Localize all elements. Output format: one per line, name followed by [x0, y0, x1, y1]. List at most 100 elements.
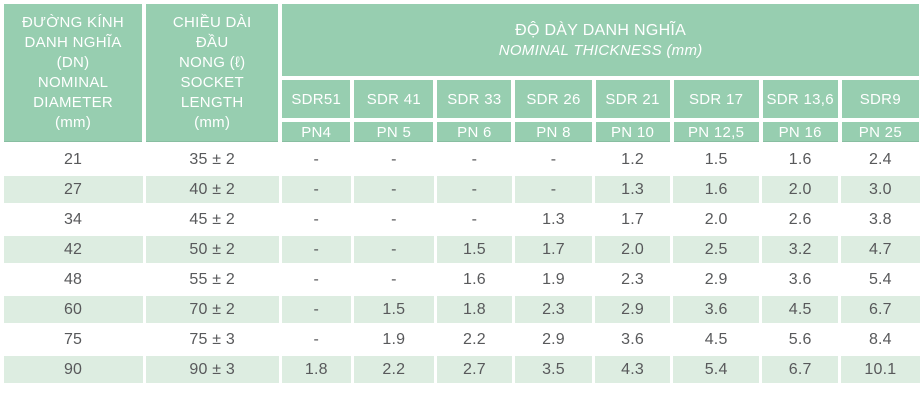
thickness-value: - [278, 293, 354, 326]
thickness-value: - [433, 142, 515, 176]
socket-length-value: 50 ± 2 [142, 233, 282, 266]
thickness-value: 4.7 [838, 233, 923, 266]
thickness-value: - [433, 173, 515, 206]
thickness-value: - [350, 263, 437, 296]
table-row-dn90: 90 90 ± 3 1.8 2.2 2.7 3.5 4.3 5.4 6.7 10… [0, 353, 923, 386]
thickness-value: 1.5 [670, 142, 763, 176]
thickness-value: 3.8 [838, 203, 923, 236]
col-header-pn5: PN 5 [350, 118, 438, 146]
thickness-value: - [278, 173, 354, 206]
thickness-value: - [350, 142, 437, 176]
table-row-dn75: 75 75 ± 3 - 1.9 2.2 2.9 3.6 4.5 5.6 8.4 [0, 323, 923, 356]
thickness-value: 3.2 [759, 233, 842, 266]
col-header-sdr51: SDR51 [278, 76, 355, 122]
thickness-value: 6.7 [838, 293, 923, 326]
thickness-value: - [350, 203, 437, 236]
thickness-value: 1.3 [511, 203, 596, 236]
thickness-value: 2.0 [759, 173, 842, 206]
nominal-thickness-title-vi: ĐỘ DÀY DANH NGHĨA [515, 21, 687, 39]
thickness-value: 3.6 [759, 263, 842, 296]
thickness-value: 4.3 [592, 353, 674, 386]
dn-value: 27 [0, 173, 146, 206]
thickness-value: 2.5 [670, 233, 763, 266]
dn-value: 42 [0, 233, 146, 266]
col-header-sdr26: SDR 26 [511, 76, 596, 122]
dn-value: 90 [0, 353, 146, 386]
socket-length-value: 75 ± 3 [142, 323, 282, 356]
thickness-value: 3.0 [838, 173, 923, 206]
header-row-pn: PN4 PN 5 PN 6 PN 8 PN 10 PN 12,5 PN 16 P… [2, 118, 923, 146]
thickness-value: 10.1 [838, 353, 923, 386]
col-header-pn12-5: PN 12,5 [669, 118, 763, 146]
col-header-pn6: PN 6 [433, 118, 516, 146]
col-header-sdr21: SDR 21 [591, 76, 674, 122]
thickness-value: 2.9 [670, 263, 763, 296]
thickness-value: 2.3 [592, 263, 674, 296]
thickness-value: - [278, 233, 354, 266]
thickness-value: 1.7 [592, 203, 674, 236]
pipe-thickness-table: ĐƯỜNG KÍNH DANH NGHĨA (DN) NOMINAL DIAME… [0, 0, 923, 386]
dn-value: 34 [0, 203, 146, 236]
thickness-value: - [350, 173, 437, 206]
thickness-value: 2.2 [433, 323, 515, 356]
thickness-value: 1.6 [670, 173, 763, 206]
dn-value: 21 [0, 142, 146, 176]
col-header-sdr41: SDR 41 [350, 76, 438, 122]
table-row-dn27: 27 40 ± 2 - - - - 1.3 1.6 2.0 3.0 [0, 173, 923, 206]
thickness-value: 4.5 [670, 323, 763, 356]
thickness-value: 2.0 [670, 203, 763, 236]
thickness-value: 1.5 [350, 293, 437, 326]
table-row-dn34: 34 45 ± 2 - - - 1.3 1.7 2.0 2.6 3.8 [0, 203, 923, 236]
thickness-value: - [433, 203, 515, 236]
thickness-value: 1.6 [759, 142, 842, 176]
col-header-pn10: PN 10 [591, 118, 674, 146]
thickness-value: 2.0 [592, 233, 674, 266]
col-header-socket-length: CHIỀU DÀI ĐẦU NONG (ℓ) SOCKET LENGTH (mm… [142, 0, 283, 146]
thickness-value: 3.6 [592, 323, 674, 356]
thickness-value: 5.4 [838, 263, 923, 296]
thickness-value: - [511, 173, 596, 206]
thickness-value: - [350, 233, 437, 266]
socket-length-value: 90 ± 3 [142, 353, 282, 386]
col-header-sdr33: SDR 33 [433, 76, 516, 122]
col-header-pn8: PN 8 [511, 118, 596, 146]
col-header-pn25: PN 25 [837, 118, 923, 146]
thickness-value: 8.4 [838, 323, 923, 356]
socket-length-value: 55 ± 2 [142, 263, 282, 296]
socket-length-value: 40 ± 2 [142, 173, 282, 206]
col-header-nominal-thickness: ĐỘ DÀY DANH NGHĨA NOMINAL THICKNESS (mm) [278, 0, 923, 80]
col-header-sdr9: SDR9 [837, 76, 923, 122]
col-header-nominal-diameter: ĐƯỜNG KÍNH DANH NGHĨA (DN) NOMINAL DIAME… [0, 0, 147, 146]
col-header-pn4: PN4 [278, 118, 355, 146]
thickness-value: 3.5 [511, 353, 596, 386]
thickness-value: 5.6 [759, 323, 842, 356]
thickness-value: 2.3 [511, 293, 596, 326]
thickness-value: 2.6 [759, 203, 842, 236]
table-row-dn60: 60 70 ± 2 - 1.5 1.8 2.3 2.9 3.6 4.5 6.7 [0, 293, 923, 326]
table-row-dn21: 21 35 ± 2 - - - - 1.2 1.5 1.6 2.4 [0, 142, 923, 176]
dn-value: 75 [0, 323, 146, 356]
dn-value: 48 [0, 263, 146, 296]
thickness-value: 1.9 [511, 263, 596, 296]
table-row-dn48: 48 55 ± 2 - - 1.6 1.9 2.3 2.9 3.6 5.4 [0, 263, 923, 296]
thickness-value: - [278, 203, 354, 236]
thickness-value: 2.9 [511, 323, 596, 356]
header-row-merged: ĐƯỜNG KÍNH DANH NGHĨA (DN) NOMINAL DIAME… [0, 0, 923, 146]
thickness-value: 1.9 [350, 323, 437, 356]
col-header-pn16: PN 16 [758, 118, 842, 146]
thickness-value: 4.5 [759, 293, 842, 326]
thickness-value: 2.2 [350, 353, 437, 386]
thickness-value: - [278, 323, 354, 356]
thickness-value: 1.5 [433, 233, 515, 266]
thickness-value: 1.7 [511, 233, 596, 266]
thickness-value: 1.6 [433, 263, 515, 296]
col-header-sdr13-6: SDR 13,6 [758, 76, 842, 122]
thickness-value: 2.7 [433, 353, 515, 386]
col-header-sdr17: SDR 17 [669, 76, 763, 122]
thickness-value: 1.3 [592, 173, 674, 206]
thickness-value: 6.7 [759, 353, 842, 386]
thickness-value: 2.4 [838, 142, 923, 176]
dn-value: 60 [0, 293, 146, 326]
thickness-value: 1.8 [278, 353, 354, 386]
